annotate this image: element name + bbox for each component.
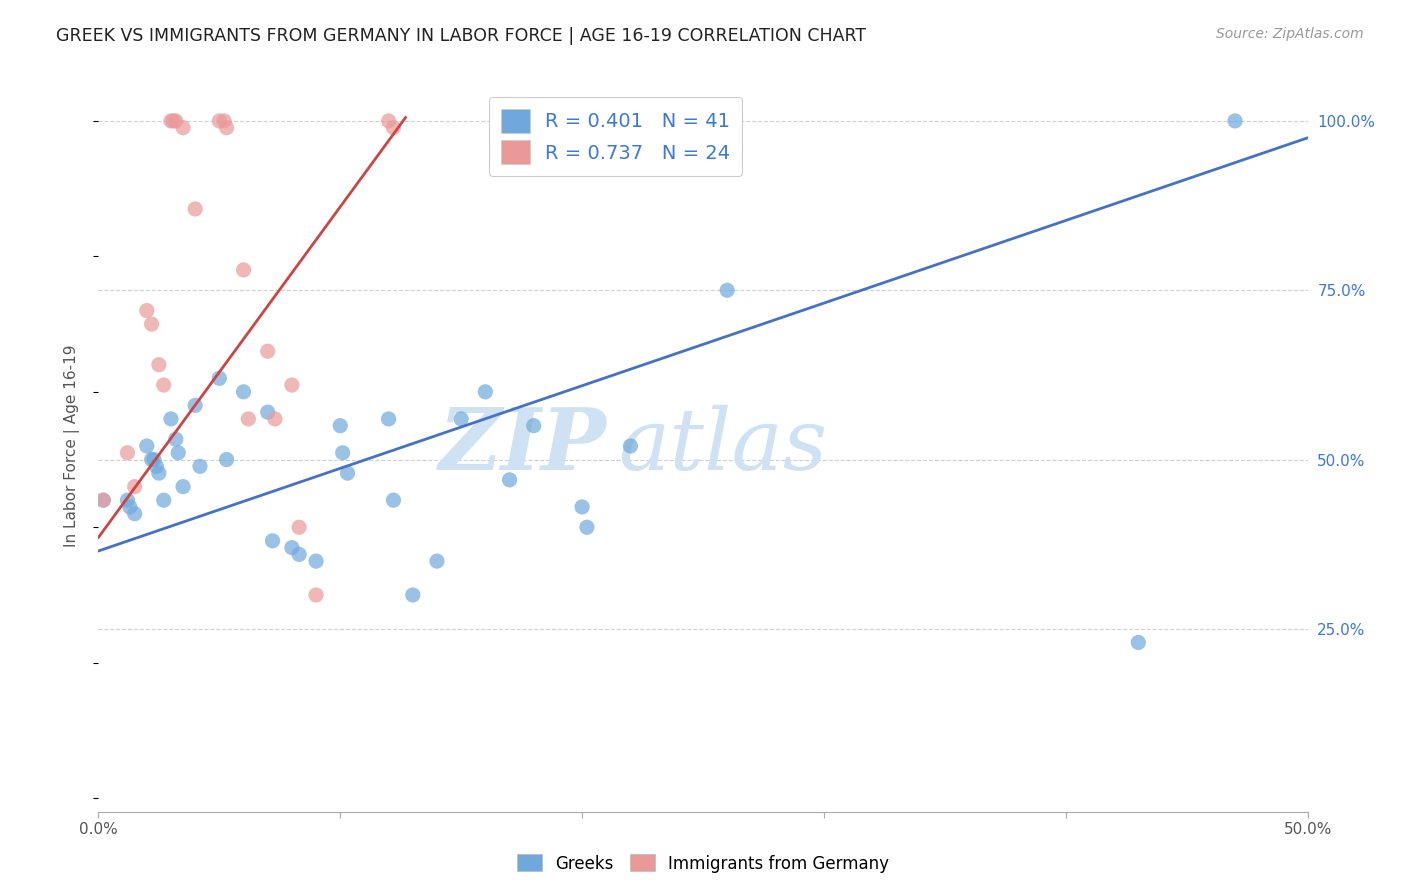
Point — [377, 412, 399, 426]
Point — [141, 317, 163, 331]
Point — [135, 303, 157, 318]
Point — [124, 480, 146, 494]
Point — [172, 120, 194, 135]
Point — [148, 358, 170, 372]
Point — [523, 418, 546, 433]
Point — [498, 473, 520, 487]
Point — [91, 493, 114, 508]
Text: atlas: atlas — [619, 405, 828, 487]
Y-axis label: In Labor Force | Age 16-19: In Labor Force | Age 16-19 — [63, 344, 80, 548]
Point — [118, 500, 141, 514]
Legend: Greeks, Immigrants from Germany: Greeks, Immigrants from Germany — [510, 847, 896, 880]
Point — [145, 459, 167, 474]
Point — [117, 446, 139, 460]
Point — [571, 500, 593, 514]
Point — [160, 114, 183, 128]
Point — [450, 412, 472, 426]
Point — [208, 371, 231, 385]
Point — [402, 588, 425, 602]
Legend: R = 0.401   N = 41, R = 0.737   N = 24: R = 0.401 N = 41, R = 0.737 N = 24 — [489, 97, 742, 176]
Point — [232, 263, 254, 277]
Point — [619, 439, 641, 453]
Point — [264, 412, 287, 426]
Point — [716, 283, 738, 297]
Point — [305, 588, 328, 602]
Point — [305, 554, 328, 568]
Point — [474, 384, 496, 399]
Point — [256, 344, 278, 359]
Point — [238, 412, 260, 426]
Point — [281, 378, 304, 392]
Point — [117, 493, 139, 508]
Point — [160, 412, 183, 426]
Text: Source: ZipAtlas.com: Source: ZipAtlas.com — [1216, 27, 1364, 41]
Point — [377, 114, 399, 128]
Point — [208, 114, 231, 128]
Point — [141, 452, 163, 467]
Point — [262, 533, 284, 548]
Point — [1128, 635, 1150, 649]
Point — [212, 114, 235, 128]
Point — [281, 541, 304, 555]
Point — [152, 378, 174, 392]
Point — [172, 480, 194, 494]
Point — [124, 507, 146, 521]
Point — [184, 202, 207, 216]
Point — [215, 452, 238, 467]
Point — [167, 446, 190, 460]
Point — [165, 114, 187, 128]
Point — [152, 493, 174, 508]
Point — [91, 493, 114, 508]
Point — [188, 459, 211, 474]
Text: GREEK VS IMMIGRANTS FROM GERMANY IN LABOR FORCE | AGE 16-19 CORRELATION CHART: GREEK VS IMMIGRANTS FROM GERMANY IN LABO… — [56, 27, 866, 45]
Point — [135, 439, 157, 453]
Point — [143, 452, 166, 467]
Point — [256, 405, 278, 419]
Point — [329, 418, 352, 433]
Point — [382, 493, 405, 508]
Text: ZIP: ZIP — [439, 404, 606, 488]
Point — [382, 120, 405, 135]
Point — [232, 384, 254, 399]
Point — [184, 398, 207, 412]
Point — [165, 432, 187, 446]
Point — [1223, 114, 1246, 128]
Point — [148, 466, 170, 480]
Point — [215, 120, 238, 135]
Point — [162, 114, 184, 128]
Point — [332, 446, 354, 460]
Point — [575, 520, 598, 534]
Point — [426, 554, 449, 568]
Point — [288, 547, 311, 561]
Point — [288, 520, 311, 534]
Point — [336, 466, 359, 480]
